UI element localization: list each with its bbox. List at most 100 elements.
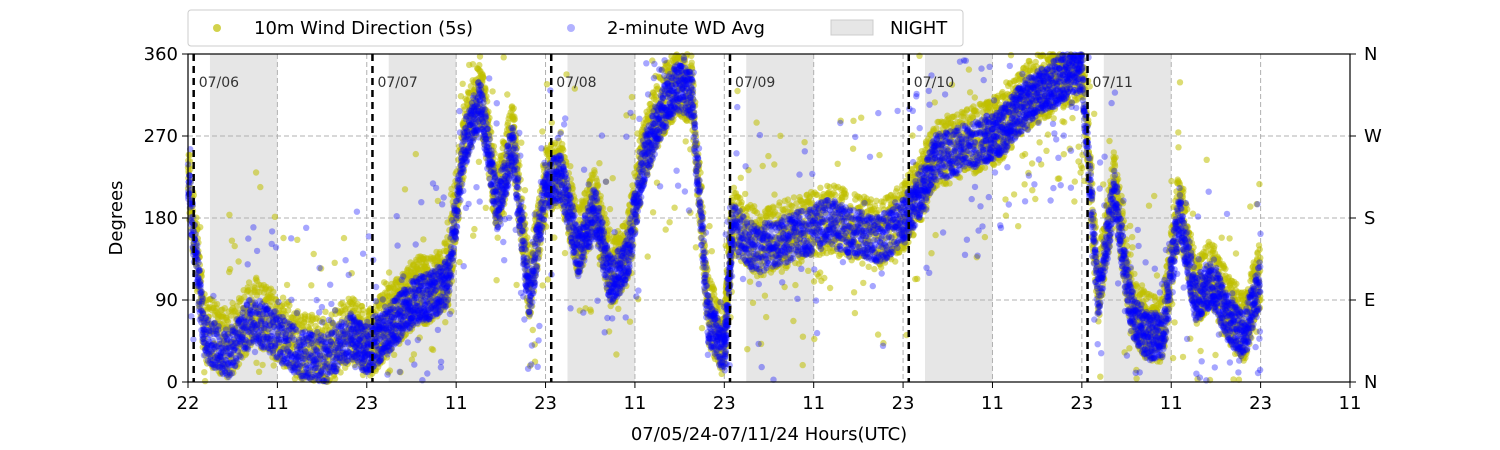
data-point bbox=[662, 226, 669, 233]
data-point bbox=[459, 80, 466, 88]
data-point bbox=[749, 299, 757, 306]
data-point bbox=[928, 250, 935, 257]
data-point bbox=[187, 178, 194, 185]
data-point bbox=[615, 305, 622, 312]
data-point bbox=[220, 353, 227, 361]
data-point bbox=[279, 294, 287, 301]
data-point bbox=[493, 277, 500, 284]
data-point bbox=[470, 232, 477, 239]
data-point bbox=[909, 132, 916, 139]
data-point bbox=[243, 350, 250, 357]
data-point bbox=[504, 91, 511, 98]
data-point bbox=[860, 279, 867, 287]
data-point bbox=[217, 369, 224, 377]
data-point bbox=[412, 150, 419, 158]
data-point bbox=[649, 209, 657, 216]
data-point bbox=[224, 345, 231, 352]
data-point bbox=[867, 196, 875, 203]
data-point bbox=[529, 326, 536, 334]
data-point bbox=[245, 279, 253, 286]
data-point bbox=[513, 281, 520, 289]
data-point bbox=[851, 309, 859, 317]
data-point bbox=[850, 289, 858, 296]
data-point bbox=[865, 263, 872, 270]
data-point bbox=[385, 269, 393, 276]
data-point bbox=[666, 219, 673, 226]
data-point bbox=[763, 313, 770, 321]
data-point bbox=[308, 282, 315, 289]
data-point bbox=[203, 342, 211, 349]
data-point bbox=[270, 362, 277, 369]
data-point bbox=[790, 317, 797, 325]
data-point bbox=[876, 151, 883, 159]
data-point bbox=[859, 260, 866, 267]
data-point bbox=[842, 190, 849, 198]
data-point bbox=[834, 160, 841, 167]
data-point bbox=[965, 66, 973, 73]
data-point bbox=[236, 311, 244, 319]
data-point bbox=[480, 74, 487, 81]
data-point bbox=[317, 265, 325, 272]
data-point bbox=[606, 205, 614, 213]
data-point bbox=[966, 89, 974, 96]
data-point bbox=[284, 351, 292, 359]
data-point bbox=[224, 318, 232, 325]
data-point bbox=[230, 350, 237, 357]
data-point bbox=[539, 128, 546, 135]
data-point bbox=[190, 192, 197, 199]
data-point bbox=[230, 369, 237, 377]
data-point bbox=[205, 313, 212, 320]
data-point bbox=[946, 180, 953, 187]
data-point bbox=[494, 234, 501, 241]
data-point bbox=[874, 331, 882, 338]
data-point bbox=[742, 190, 749, 198]
data-point bbox=[561, 249, 569, 257]
data-point bbox=[759, 162, 766, 170]
data-point bbox=[914, 275, 921, 282]
data-point bbox=[596, 160, 603, 167]
data-point bbox=[200, 310, 207, 317]
data-point bbox=[231, 242, 238, 250]
data-point bbox=[331, 375, 339, 382]
data-point bbox=[226, 211, 233, 218]
data-point bbox=[644, 253, 651, 260]
data-point bbox=[410, 351, 418, 358]
data-point bbox=[300, 326, 307, 333]
data-point bbox=[235, 258, 242, 265]
data-point bbox=[253, 359, 260, 366]
data-point bbox=[489, 88, 496, 95]
data-point bbox=[293, 359, 301, 366]
data-point bbox=[213, 300, 221, 308]
data-point bbox=[543, 81, 551, 88]
data-point bbox=[201, 290, 208, 298]
data-point bbox=[257, 183, 264, 191]
data-point bbox=[609, 175, 616, 182]
data-point bbox=[197, 278, 205, 285]
data-point bbox=[761, 292, 769, 299]
data-point bbox=[482, 204, 489, 211]
data-point bbox=[198, 267, 205, 275]
data-point bbox=[792, 281, 799, 289]
data-point bbox=[810, 278, 818, 285]
data-point bbox=[771, 191, 778, 198]
data-point bbox=[746, 278, 754, 285]
data-point bbox=[892, 258, 899, 265]
data-point bbox=[790, 194, 798, 201]
data-point bbox=[475, 158, 483, 165]
data-point bbox=[420, 236, 427, 243]
data-point bbox=[500, 54, 507, 61]
data-point bbox=[331, 259, 338, 266]
data-point bbox=[738, 199, 745, 206]
series-layer bbox=[184, 51, 1264, 385]
data-point bbox=[765, 152, 772, 160]
data-point bbox=[932, 231, 939, 239]
data-point bbox=[275, 332, 283, 339]
data-point bbox=[521, 187, 529, 194]
data-point bbox=[286, 302, 293, 309]
data-point bbox=[201, 377, 209, 385]
data-point bbox=[271, 213, 279, 220]
data-point bbox=[539, 282, 546, 289]
data-point bbox=[285, 307, 292, 314]
data-point bbox=[235, 360, 243, 368]
